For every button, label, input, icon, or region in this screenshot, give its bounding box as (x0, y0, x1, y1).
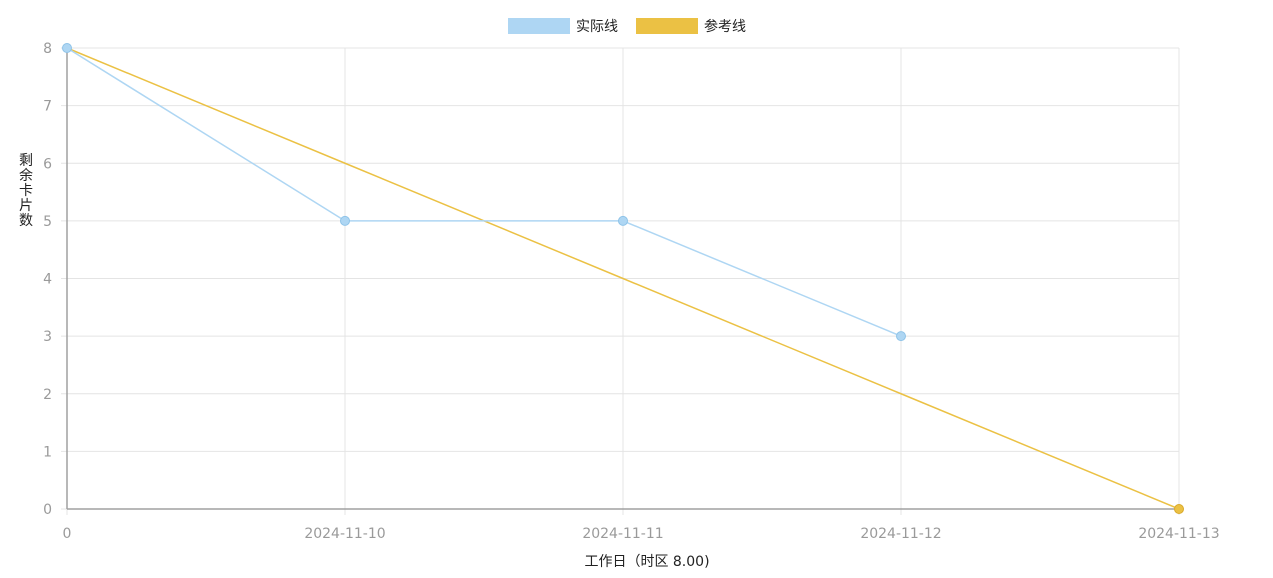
legend-item[interactable]: 参考线 (636, 18, 746, 35)
series-layer (62, 43, 1184, 514)
y-tick-label: 0 (43, 502, 52, 518)
legend-swatch (508, 18, 570, 34)
series-line (66, 47, 1180, 510)
legend[interactable]: 实际线 参考线 (508, 18, 746, 35)
legend-label: 实际线 (576, 19, 618, 35)
y-tick-label: 8 (43, 41, 52, 57)
x-tick-label: 2024-11-11 (582, 526, 663, 542)
data-point[interactable] (1174, 504, 1184, 514)
legend-swatch (636, 18, 698, 34)
legend-label: 参考线 (704, 18, 746, 35)
x-tick-label: 2024-11-12 (860, 526, 941, 542)
y-tick-label: 2 (43, 387, 52, 403)
x-tick-label: 2024-11-13 (1138, 526, 1219, 542)
data-point[interactable] (340, 215, 350, 226)
y-axis-title-text: 剩余卡片数 (19, 153, 33, 229)
y-tick-label: 7 (43, 99, 52, 115)
x-axis-title: 工作日（时区 8.00) (584, 554, 709, 570)
series-reference (66, 47, 1184, 514)
y-tick-label: 5 (43, 214, 52, 230)
y-tick-label: 6 (43, 156, 52, 172)
legend-item[interactable]: 实际线 (508, 18, 618, 35)
y-tick-label: 3 (43, 329, 52, 345)
y-tick-label: 1 (43, 444, 52, 460)
data-point[interactable] (62, 43, 72, 53)
x-tick-label: 0 (63, 526, 72, 542)
y-tick-label: 4 (43, 272, 52, 288)
data-point[interactable] (618, 215, 628, 226)
axis-layer: 0 1 2 3 4 5 6 7 8 0 2024-11-10 2024-11-11 2024-11-12… (43, 41, 1220, 542)
y-axis-title: 剩余卡片数 (19, 153, 33, 229)
series-line (66, 47, 902, 337)
x-tick-label: 2024-11-10 (304, 526, 385, 542)
series-actual (62, 43, 906, 342)
data-point[interactable] (896, 331, 906, 342)
